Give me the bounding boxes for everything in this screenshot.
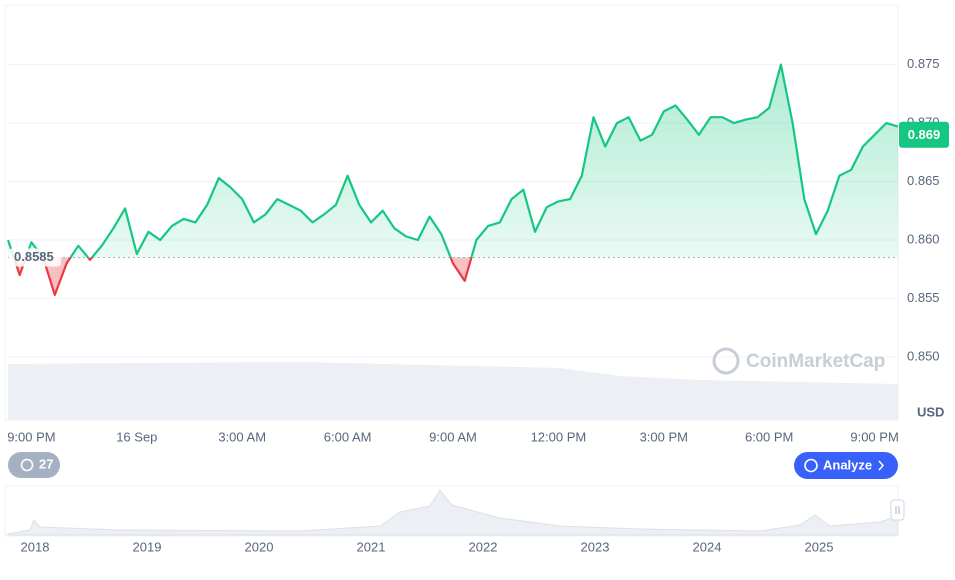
y-tick-label: 0.850 [907, 348, 940, 363]
history-badge[interactable]: 27 [8, 452, 60, 478]
x-tick-label: 3:00 AM [218, 429, 266, 444]
x-tick-label: 9:00 AM [429, 429, 477, 444]
x-tick-label: 9:00 PM [7, 429, 55, 444]
navigator-label: 2021 [357, 539, 386, 554]
x-tick-label: 6:00 PM [745, 429, 793, 444]
navigator-label: 2019 [133, 539, 162, 554]
watermark-text: CoinMarketCap [746, 351, 885, 372]
x-tick-label: 6:00 AM [324, 429, 372, 444]
navigator-label: 2024 [693, 539, 722, 554]
price-line [6, 63, 899, 258]
y-tick-label: 0.875 [907, 56, 940, 71]
x-tick-label: 16 Sep [116, 429, 157, 444]
price-line-below [12, 257, 473, 296]
navigator-label: 2025 [805, 539, 834, 554]
x-tick-label: 9:00 PM [850, 429, 898, 444]
analyze-label: Analyze [823, 457, 872, 472]
navigator-label: 2018 [21, 539, 50, 554]
y-tick-label: 0.860 [907, 231, 940, 246]
navigator-label: 2020 [245, 539, 274, 554]
history-count: 27 [39, 456, 53, 471]
baseline-label: 0.8585 [14, 249, 54, 264]
navigator-label: 2023 [581, 539, 610, 554]
area-above [8, 64, 898, 258]
current-price-badge [899, 121, 949, 148]
unit-label: USD [917, 404, 944, 419]
x-tick-label: 12:00 PM [531, 429, 587, 444]
y-tick-label: 0.865 [907, 173, 940, 188]
watermark: CoinMarketCap [712, 347, 885, 375]
navigator [4, 485, 905, 537]
volume [8, 362, 898, 420]
baseline-label-bg [9, 248, 61, 267]
analyze-button[interactable]: Analyze [794, 452, 898, 479]
navigator-label: 2022 [469, 539, 498, 554]
y-tick-label: 0.855 [907, 290, 940, 305]
current-price-label: 0.869 [908, 127, 941, 142]
x-tick-label: 3:00 PM [640, 429, 688, 444]
